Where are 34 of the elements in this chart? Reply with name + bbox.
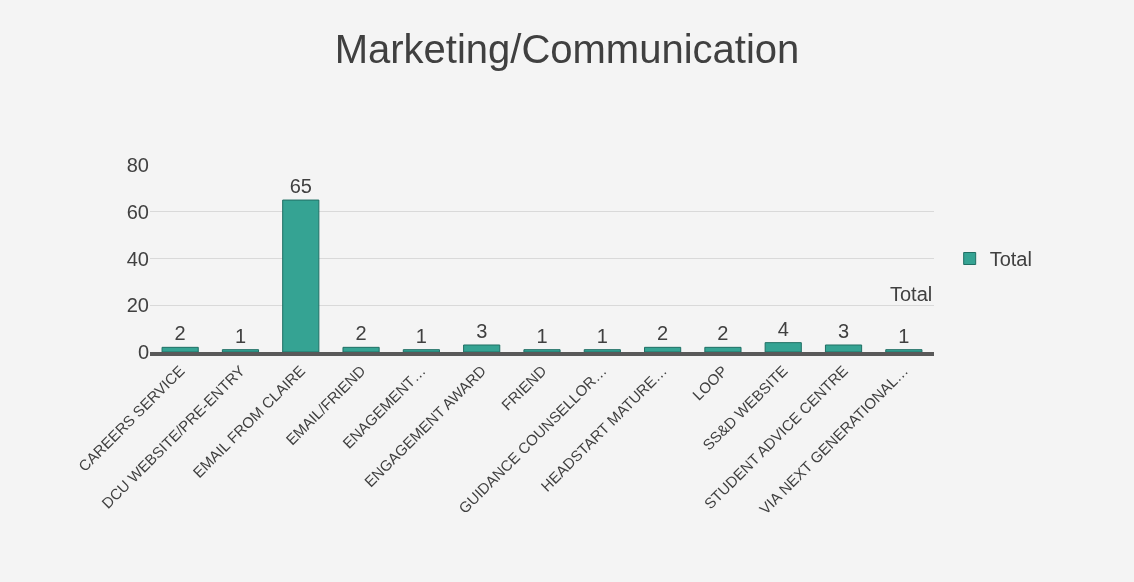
bar — [885, 349, 923, 352]
bar — [402, 349, 440, 352]
y-tick-label: 80 — [126, 154, 149, 176]
data-label: 1 — [415, 324, 427, 347]
bar — [583, 349, 621, 352]
data-label: 1 — [596, 324, 608, 347]
data-label: 1 — [898, 324, 910, 347]
annotation: Total — [890, 283, 933, 305]
bar — [824, 344, 863, 352]
bar — [764, 342, 802, 352]
data-label: 4 — [777, 317, 789, 340]
legend-label: Total — [989, 248, 1032, 271]
data-label: 2 — [355, 322, 367, 345]
y-tick-label: 0 — [137, 341, 149, 363]
y-tick-label: 40 — [126, 247, 149, 270]
chart-title: Marketing/Communication — [334, 26, 800, 71]
data-label: 65 — [289, 175, 312, 198]
data-label: 1 — [234, 324, 247, 347]
bar — [161, 346, 199, 352]
data-label: 3 — [837, 319, 850, 342]
data-label: 2 — [717, 322, 729, 345]
y-tick-label: 20 — [126, 294, 149, 317]
bar — [523, 349, 561, 352]
bar — [644, 346, 682, 352]
bar — [463, 344, 501, 352]
data-label: 2 — [657, 322, 669, 345]
bar — [342, 346, 380, 352]
bar — [282, 199, 320, 352]
data-label: 1 — [536, 324, 548, 347]
y-tick-label: 60 — [126, 200, 149, 223]
bar — [221, 349, 260, 352]
data-label: 2 — [174, 322, 186, 345]
bar — [704, 346, 742, 352]
data-label: 3 — [476, 319, 488, 342]
